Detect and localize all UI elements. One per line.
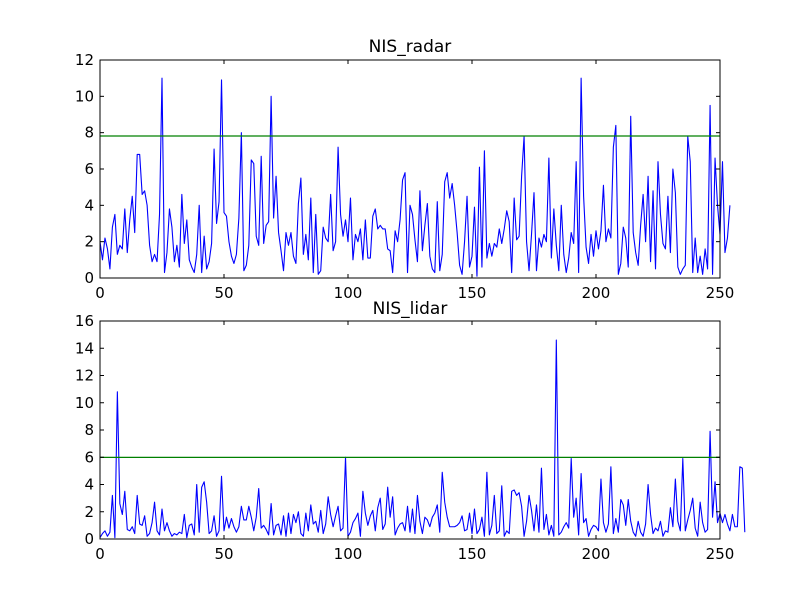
- y-tick-label: 12: [75, 367, 94, 385]
- series-line: [99, 77, 731, 277]
- x-tick-label: 250: [706, 545, 735, 563]
- x-tick-label: 100: [334, 284, 363, 302]
- y-tick-label: 8: [84, 421, 94, 439]
- chart-nis-lidar: NIS_lidar 0 50 100 150 200 250 0 2 4 6 8 10 12 14 16: [75, 299, 746, 563]
- x-tick-label: 0: [95, 545, 105, 563]
- chart-title: NIS_radar: [369, 37, 452, 57]
- y-tick-label: 10: [75, 394, 94, 412]
- x-tick-label: 100: [334, 545, 363, 563]
- y-tick-label: 0: [84, 269, 94, 287]
- x-tick-label: 250: [706, 284, 735, 302]
- series-line: [99, 339, 746, 539]
- y-tick-label: 4: [84, 196, 94, 214]
- x-tick-label: 200: [582, 284, 611, 302]
- y-tick-label: 6: [84, 448, 94, 466]
- y-tick-label: 4: [84, 476, 94, 494]
- chart-nis-radar: NIS_radar 0 50 100 150 200 250 0 2 4 6 8 10 12: [75, 37, 734, 302]
- x-tick-label: 50: [214, 545, 233, 563]
- y-tick-label: 14: [75, 339, 94, 357]
- y-tick-label: 0: [84, 530, 94, 548]
- chart-title: NIS_lidar: [373, 299, 448, 319]
- x-tick-label: 200: [582, 545, 611, 563]
- y-tick-label: 2: [84, 503, 94, 521]
- plot-area: 0 50 100 150 200 250 0 2 4 6 8 10 12 14 16: [75, 312, 746, 563]
- y-tick-label: 10: [75, 87, 94, 105]
- y-tick-label: 6: [84, 160, 94, 178]
- y-tick-label: 16: [75, 312, 94, 330]
- x-tick-label: 50: [214, 284, 233, 302]
- y-tick-label: 8: [84, 124, 94, 142]
- y-tick-label: 2: [84, 233, 94, 251]
- y-tick-label: 12: [75, 51, 94, 69]
- plot-area: 0 50 100 150 200 250 0 2 4 6 8 10 12: [75, 51, 734, 302]
- x-tick-label: 0: [95, 284, 105, 302]
- x-tick-label: 150: [458, 545, 487, 563]
- x-tick-label: 150: [458, 284, 487, 302]
